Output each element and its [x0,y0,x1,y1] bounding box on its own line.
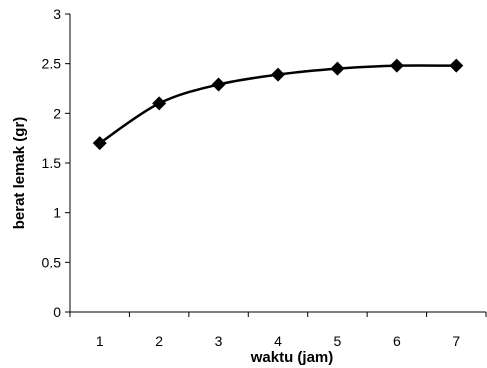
y-axis-title: berat lemak (gr) [11,117,28,230]
data-point-marker [152,96,167,111]
x-tick-label: 5 [334,333,342,349]
data-point-marker [330,61,345,76]
axes [69,14,486,313]
x-axis-title: waktu (jam) [250,349,334,366]
y-tick-label: 0.5 [42,254,62,270]
y-tick-label: 3 [53,6,61,22]
y-tick-label: 0 [53,304,61,320]
data-point-marker [211,77,226,92]
y-tick-label: 1 [53,205,61,221]
data-point-marker [449,58,464,73]
x-tick-label: 1 [96,333,104,349]
data-point-marker [271,67,285,82]
series-group [92,58,464,151]
y-tick-label: 2 [53,105,61,121]
data-point-marker [92,136,107,151]
x-tick-label: 2 [155,333,163,349]
x-tick-label: 6 [393,333,401,349]
ticks: 0 0.5 1 1.5 2 2.5 3 1 2 3 4 5 6 7 [42,6,487,349]
data-point-marker [389,58,404,73]
y-tick-label: 2.5 [42,56,62,72]
x-tick-label: 3 [215,333,223,349]
y-tick-label: 1.5 [42,155,62,171]
x-tick-label: 4 [274,333,282,349]
x-tick-label: 7 [452,333,460,349]
